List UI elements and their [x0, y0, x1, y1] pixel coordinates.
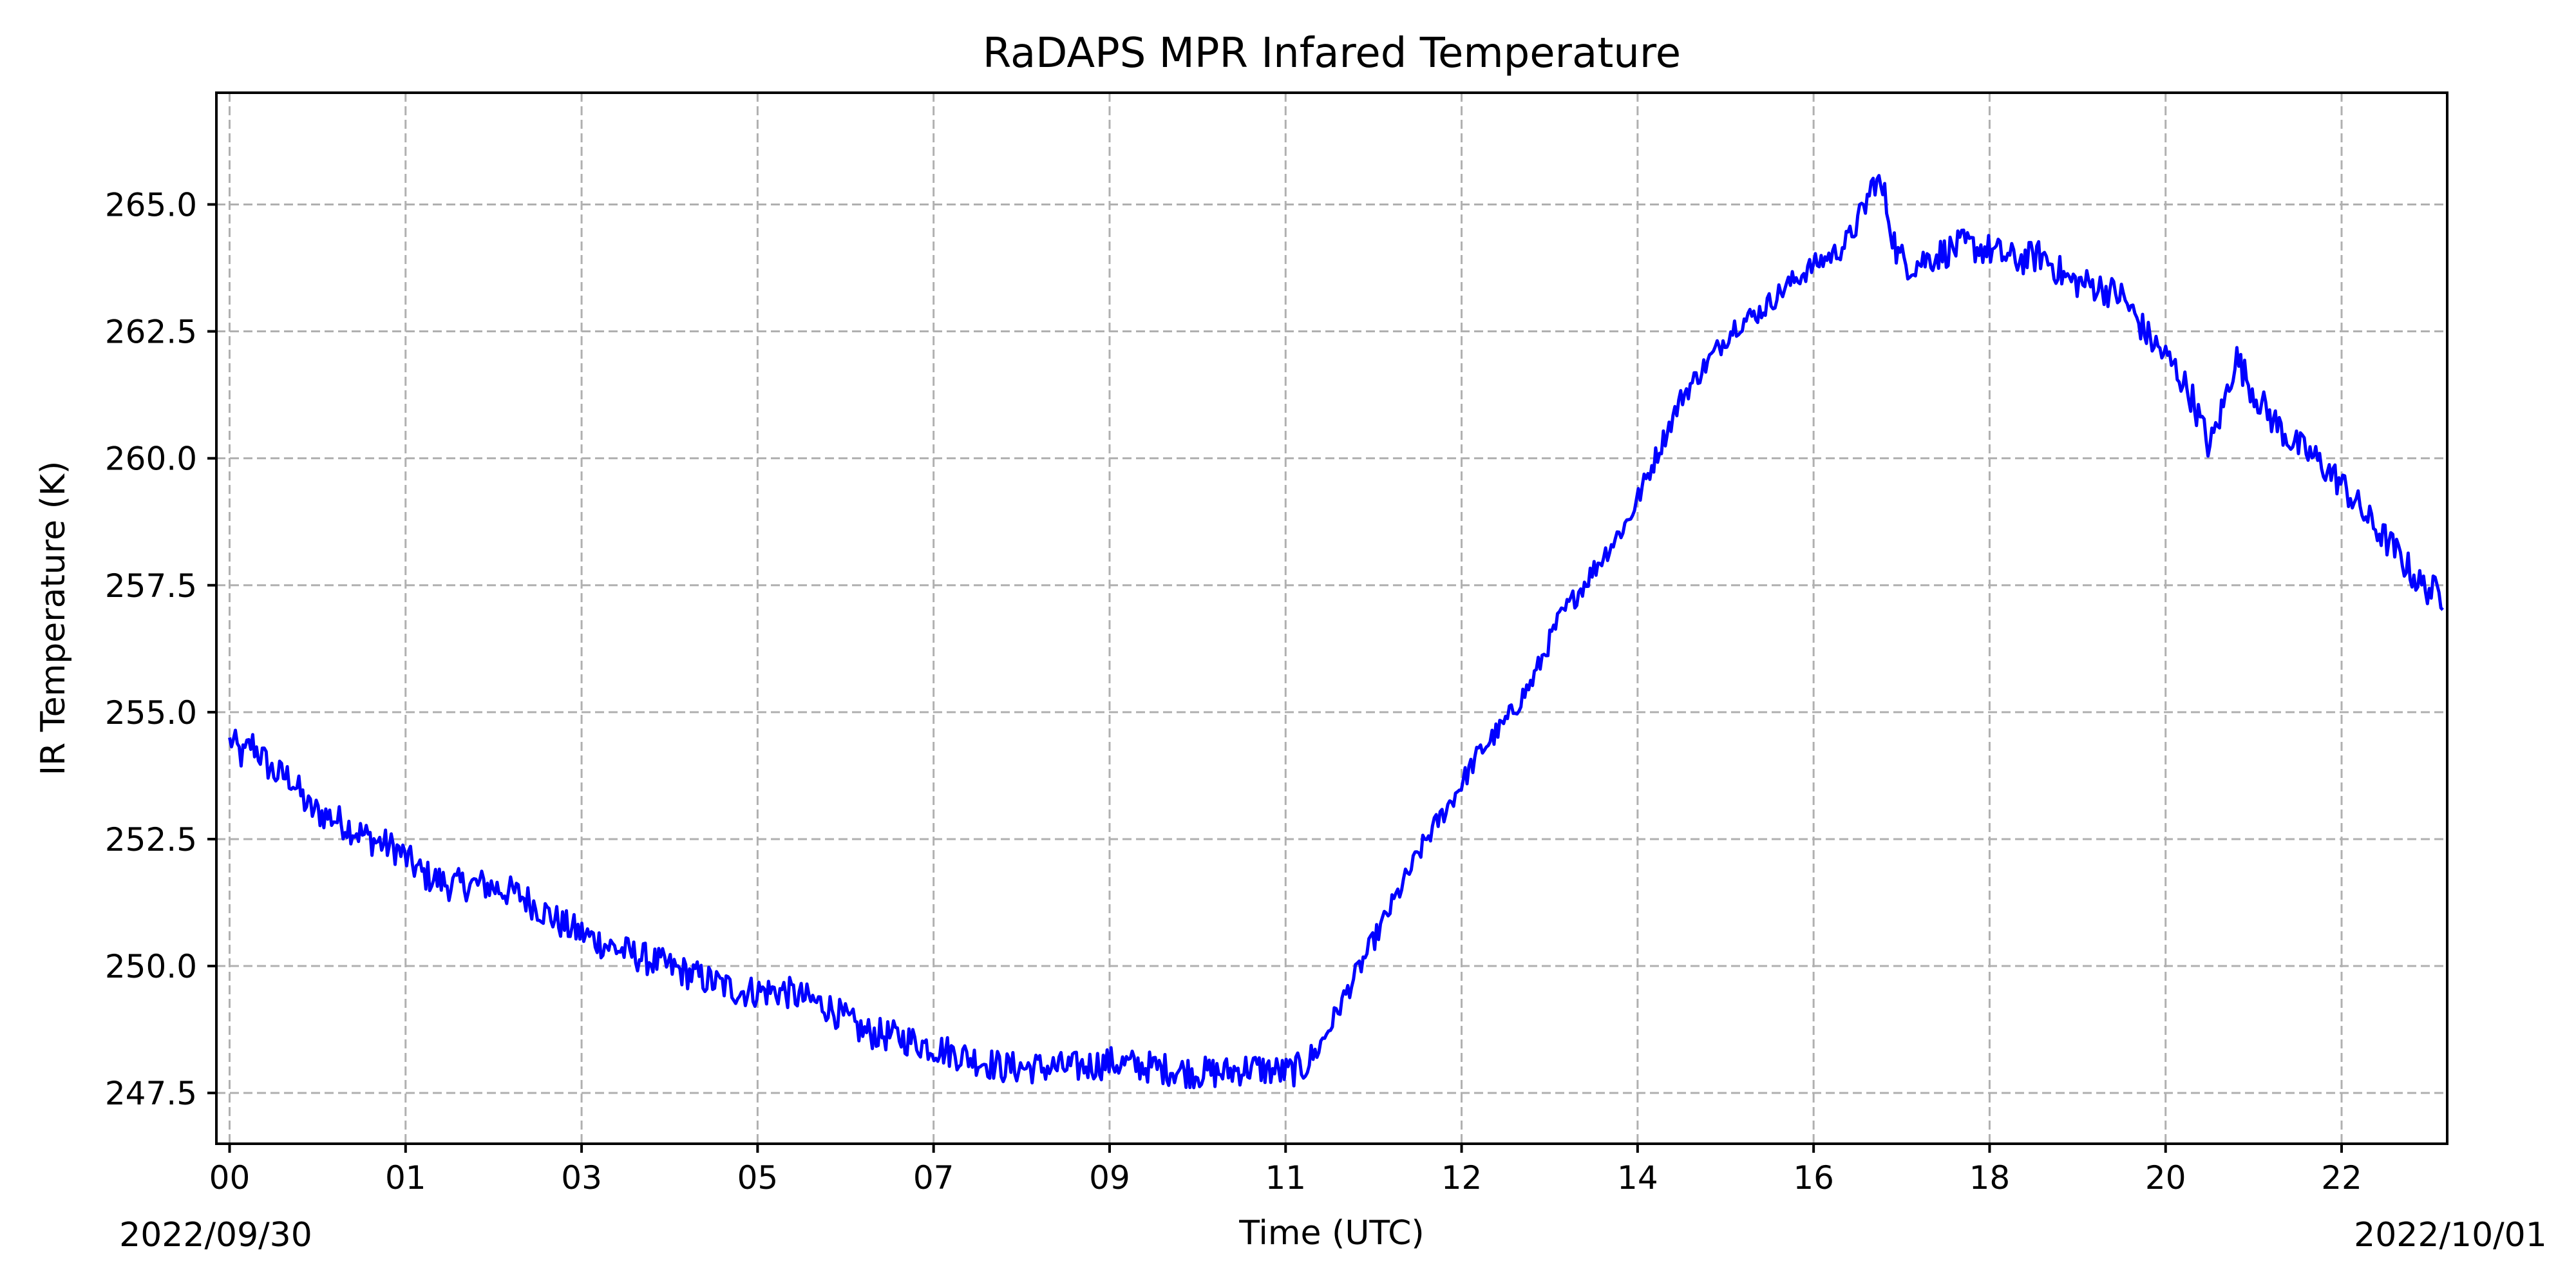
x-tick-label: 07 — [913, 1159, 954, 1197]
y-axis-label: IR Temperature (K) — [34, 461, 73, 776]
x-tick-label: 12 — [1441, 1159, 1482, 1197]
x-tick-label: 14 — [1617, 1159, 1658, 1197]
y-tick-label: 257.5 — [105, 567, 197, 605]
y-tick-label: 247.5 — [105, 1075, 197, 1112]
plot-area-frame — [215, 91, 2448, 1145]
ir-temperature-line — [228, 174, 2444, 1090]
y-tick-label: 262.5 — [105, 314, 197, 351]
x-axis-label: Time (UTC) — [1238, 1214, 1424, 1253]
y-tick-label: 250.0 — [105, 948, 197, 985]
y-tick-label: 255.0 — [105, 694, 197, 732]
x-tick-label: 00 — [209, 1159, 251, 1197]
axis-ticks: 247.5 250.0 252.5 255.0 257.5 260.0 262.5 265.0… — [105, 186, 2362, 1197]
end-date-label: 2022/10/01 — [2354, 1216, 2547, 1255]
x-tick-label: 05 — [737, 1159, 779, 1197]
grid-lines — [216, 93, 2447, 1144]
x-tick-label: 16 — [1793, 1159, 1834, 1197]
data-line-layer — [228, 174, 2444, 1090]
x-tick-label: 22 — [2321, 1159, 2362, 1197]
x-tick-label: 09 — [1089, 1159, 1130, 1197]
chart-title: RaDAPS MPR Infared Temperature — [983, 30, 1681, 77]
x-tick-label: 11 — [1265, 1159, 1306, 1197]
y-tick-label: 260.0 — [105, 440, 197, 478]
x-tick-label: 01 — [385, 1159, 426, 1197]
x-tick-label: 20 — [2145, 1159, 2186, 1197]
x-tick-label: 18 — [1969, 1159, 2011, 1197]
start-date-label: 2022/09/30 — [119, 1216, 312, 1255]
x-tick-label: 03 — [561, 1159, 602, 1197]
y-tick-label: 265.0 — [105, 186, 197, 223]
y-tick-label: 252.5 — [105, 821, 197, 858]
